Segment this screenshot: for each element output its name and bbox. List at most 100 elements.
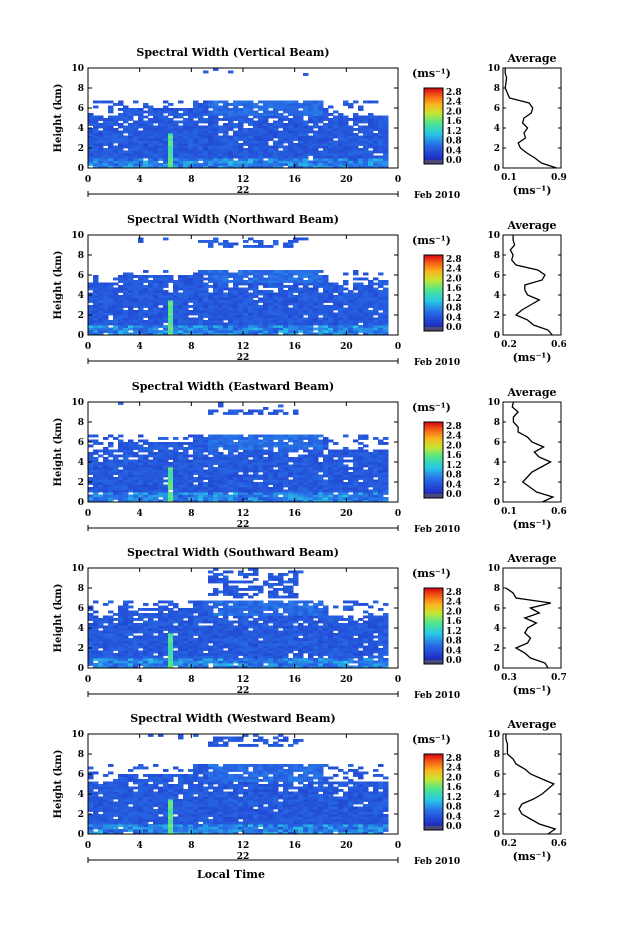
x-tick-label: 0 xyxy=(395,675,401,685)
colorbar-tick-label: 2.4 xyxy=(446,265,462,275)
average-frame xyxy=(502,401,562,503)
x-tick-label: 16 xyxy=(288,175,301,185)
average-y-tick-label: 4 xyxy=(494,624,500,634)
y-tick-label: 6 xyxy=(78,438,84,448)
colorbar-tick-label: 1.6 xyxy=(446,451,462,461)
colorbar xyxy=(423,753,444,831)
x-tick-label: 8 xyxy=(188,841,194,851)
panel-4: Spectral Width (Southward Beam) 0 2 4 6 8 10 He… xyxy=(53,546,567,701)
x-tick-label: 0 xyxy=(395,841,401,851)
average-y-tick-label: 4 xyxy=(494,790,500,800)
y-tick-label: 10 xyxy=(71,231,84,241)
x-tick-label: 0 xyxy=(395,509,401,519)
month-label: Feb 2010 xyxy=(414,857,460,867)
date-label: 22 xyxy=(237,186,250,196)
colorbar-tick-label: 2.0 xyxy=(446,274,462,284)
average-y-tick-label: 8 xyxy=(494,84,500,94)
colorbar-unit-label: (ms⁻¹) xyxy=(412,234,451,247)
x-tick-label: 4 xyxy=(137,675,143,685)
colorbar-tick-label: 0.0 xyxy=(446,323,462,333)
x-tick-label: 12 xyxy=(237,509,250,519)
x-tick-label: 16 xyxy=(288,841,301,851)
x-tick-label: 8 xyxy=(188,342,194,352)
average-y-tick-label: 4 xyxy=(494,291,500,301)
colorbar-tick-label: 2.4 xyxy=(446,764,462,774)
spectral-width-field xyxy=(88,568,389,669)
average-y-tick-label: 6 xyxy=(494,104,500,114)
x-axis-label: Local Time xyxy=(197,868,265,881)
x-tick-label: 20 xyxy=(340,841,353,851)
colorbar-tick-label: 1.6 xyxy=(446,783,462,793)
panel-2: Spectral Width (Northward Beam) 0 2 4 6 8 10 He… xyxy=(53,213,567,368)
x-tick-label: 4 xyxy=(137,841,143,851)
y-tick-label: 0 xyxy=(78,664,84,674)
colorbar-tick-label: 0.4 xyxy=(446,313,462,323)
y-tick-label: 10 xyxy=(71,730,84,740)
x-tick-label: 0 xyxy=(85,342,91,352)
y-tick-label: 8 xyxy=(78,84,84,94)
x-tick-label: 16 xyxy=(288,675,301,685)
y-tick-label: 0 xyxy=(78,830,84,840)
y-tick-label: 0 xyxy=(78,498,84,508)
y-tick-label: 0 xyxy=(78,164,84,174)
colorbar-tick-label: 2.4 xyxy=(446,432,462,442)
average-frame xyxy=(502,733,562,835)
average-y-tick-label: 2 xyxy=(494,810,500,820)
colorbar-tick-label: 0.8 xyxy=(446,137,462,147)
colorbar-tick-label: 2.0 xyxy=(446,441,462,451)
colorbar-tick-label: 0.4 xyxy=(446,812,462,822)
average-y-tick-label: 4 xyxy=(494,458,500,468)
x-tick-label: 8 xyxy=(188,175,194,185)
y-tick-label: 8 xyxy=(78,584,84,594)
colorbar-tick-label: 0.4 xyxy=(446,146,462,156)
y-axis-label: Height (km) xyxy=(53,84,64,153)
average-title: Average xyxy=(506,718,556,731)
month-label: Feb 2010 xyxy=(414,358,460,368)
colorbar-tick-label: 0.8 xyxy=(446,304,462,314)
x-tick-label: 12 xyxy=(237,175,250,185)
x-tick-label: 12 xyxy=(237,841,250,851)
average-y-tick-label: 10 xyxy=(487,231,500,241)
spectral-width-field xyxy=(88,734,389,835)
average-y-tick-label: 6 xyxy=(494,604,500,614)
panel-3: Spectral Width (Eastward Beam) 0 2 4 6 8 10 Hei… xyxy=(53,380,567,535)
colorbar-tick-label: 1.6 xyxy=(446,117,462,127)
x-tick-label: 0 xyxy=(85,675,91,685)
average-y-tick-label: 0 xyxy=(494,664,500,674)
average-x-tick-label: 0.3 xyxy=(501,673,517,683)
average-x-tick-label: 0.2 xyxy=(501,340,517,350)
colorbar xyxy=(423,254,444,332)
colorbar-tick-label: 0.0 xyxy=(446,656,462,666)
x-tick-label: 0 xyxy=(395,342,401,352)
colorbar-tick-label: 0.0 xyxy=(446,156,462,166)
colorbar-tick-label: 2.8 xyxy=(446,588,462,598)
date-label: 22 xyxy=(237,353,250,363)
average-y-tick-label: 2 xyxy=(494,144,500,154)
average-y-tick-label: 4 xyxy=(494,124,500,134)
panel-title: Spectral Width (Southward Beam) xyxy=(127,546,339,559)
y-tick-label: 4 xyxy=(78,124,84,134)
average-y-tick-label: 10 xyxy=(487,398,500,408)
average-y-tick-label: 6 xyxy=(494,271,500,281)
x-tick-label: 12 xyxy=(237,342,250,352)
x-tick-label: 16 xyxy=(288,509,301,519)
date-label: 22 xyxy=(237,520,250,530)
colorbar-tick-label: 1.2 xyxy=(446,461,462,471)
x-tick-label: 4 xyxy=(137,342,143,352)
y-tick-label: 2 xyxy=(78,478,84,488)
x-tick-label: 0 xyxy=(85,509,91,519)
x-tick-label: 8 xyxy=(188,509,194,519)
average-profile-line xyxy=(505,587,552,669)
colorbar-unit-label: (ms⁻¹) xyxy=(412,67,451,80)
y-tick-label: 6 xyxy=(78,604,84,614)
y-tick-label: 0 xyxy=(78,331,84,341)
average-y-tick-label: 8 xyxy=(494,418,500,428)
colorbar xyxy=(423,421,444,499)
x-tick-label: 20 xyxy=(340,509,353,519)
colorbar-tick-label: 0.4 xyxy=(446,480,462,490)
colorbar-tick-label: 2.0 xyxy=(446,773,462,783)
x-tick-label: 4 xyxy=(137,175,143,185)
colorbar xyxy=(423,587,444,665)
date-label: 22 xyxy=(237,852,250,862)
